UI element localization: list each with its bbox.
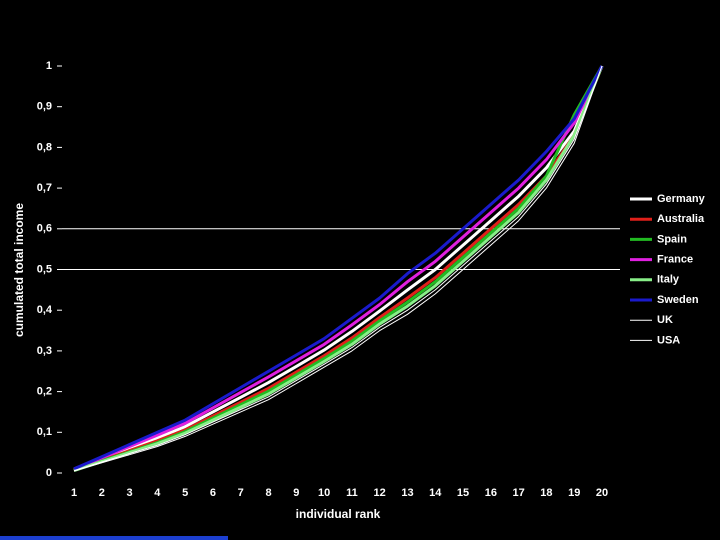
x-tick-label: 14 <box>429 487 442 499</box>
y-tick-label: 0,4 <box>37 304 53 316</box>
x-tick-label: 11 <box>346 487 358 499</box>
legend-label: Spain <box>657 233 687 245</box>
x-tick-label: 16 <box>485 487 497 499</box>
x-tick-label: 4 <box>154 487 161 499</box>
x-tick-label: 19 <box>568 487 580 499</box>
legend-label: Australia <box>657 213 705 225</box>
legend-label: Italy <box>657 274 680 286</box>
x-tick-label: 2 <box>99 487 105 499</box>
y-tick-label: 0,5 <box>37 263 52 275</box>
series-line <box>73 65 604 471</box>
y-axis-label: cumulated total income <box>12 203 26 337</box>
legend-label: Germany <box>657 193 706 205</box>
x-tick-label: 18 <box>540 487 552 499</box>
series-line <box>73 65 604 472</box>
legend-label: UK <box>657 314 673 326</box>
x-tick-label: 17 <box>513 487 525 499</box>
decor-bar <box>0 536 228 540</box>
x-tick-label: 10 <box>318 487 330 499</box>
x-axis-label: individual rank <box>296 507 381 521</box>
series-line <box>73 65 603 472</box>
y-tick-label: 0,7 <box>37 182 52 194</box>
series-line <box>73 65 604 473</box>
y-tick-label: 0,6 <box>37 223 52 235</box>
x-tick-label: 20 <box>596 487 608 499</box>
x-tick-label: 15 <box>457 487 469 499</box>
x-tick-label: 12 <box>374 487 386 499</box>
legend-label: France <box>657 254 693 266</box>
series-line <box>73 65 604 471</box>
y-tick-label: 0,3 <box>37 345 52 357</box>
x-tick-label: 6 <box>210 487 216 499</box>
y-tick-label: 0,2 <box>37 386 52 398</box>
y-tick-label: 1 <box>46 60 52 72</box>
series-line <box>73 65 604 472</box>
y-tick-label: 0 <box>46 467 52 479</box>
legend-label: Sweden <box>657 294 699 306</box>
x-tick-label: 7 <box>238 487 244 499</box>
x-tick-label: 13 <box>401 487 413 499</box>
series-line <box>73 65 604 472</box>
x-tick-label: 8 <box>265 487 271 499</box>
x-tick-label: 1 <box>71 487 77 499</box>
x-tick-label: 9 <box>293 487 299 499</box>
x-tick-label: 5 <box>182 487 188 499</box>
y-tick-label: 0,1 <box>37 426 52 438</box>
series-line <box>73 65 603 472</box>
y-tick-label: 0,9 <box>37 101 52 113</box>
legend-label: USA <box>657 334 680 346</box>
x-tick-label: 3 <box>127 487 133 499</box>
y-tick-label: 0,8 <box>37 141 52 153</box>
